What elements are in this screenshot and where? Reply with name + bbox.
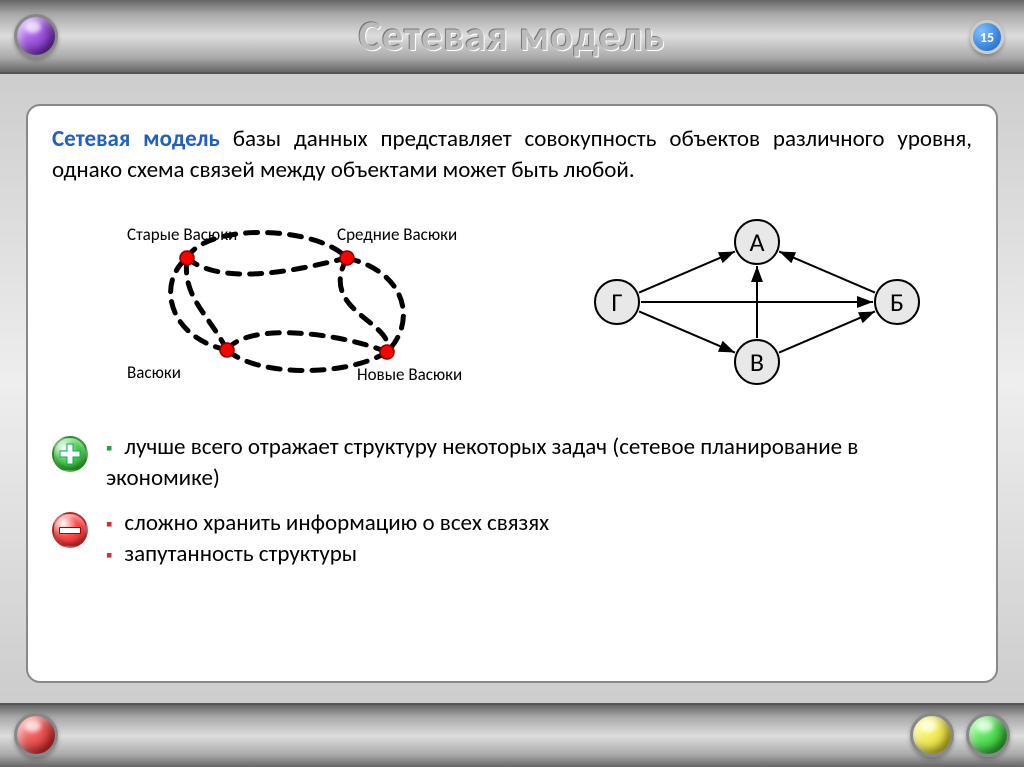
definition-text: Сетевая модель базы данных представляет … xyxy=(52,124,972,186)
map-node xyxy=(180,251,194,265)
content-panel: Сетевая модель базы данных представляет … xyxy=(26,104,998,683)
slide-number-badge: 15 xyxy=(970,20,1004,54)
cons-list: сложно хранить информацию о всех связяхз… xyxy=(106,508,549,570)
graph-node-label: В xyxy=(750,346,764,378)
graph-edge xyxy=(639,252,735,293)
bottom-bar xyxy=(0,703,1024,767)
orb-purple-icon xyxy=(14,14,58,58)
graph-edge xyxy=(779,312,875,353)
map-diagram: Старые Васюки Средние Васюки Новые Васюки В… xyxy=(87,202,507,412)
cons-group: сложно хранить информацию о всех связяхз… xyxy=(52,508,972,570)
graph-diagram: А Б В Г xyxy=(577,202,937,402)
minus-icon xyxy=(52,512,88,548)
bullets-section: лучше всего отражает структуру некоторых… xyxy=(52,432,972,570)
con-item: сложно хранить информацию о всех связях xyxy=(106,508,549,539)
map-node xyxy=(340,251,354,265)
orb-yellow-icon[interactable] xyxy=(910,713,954,757)
map-node-label: Средние Васюки xyxy=(337,224,457,245)
map-node xyxy=(220,343,234,357)
map-node-label: Старые Васюки xyxy=(127,224,237,245)
graph-edge xyxy=(779,252,875,293)
diagrams-row: Старые Васюки Средние Васюки Новые Васюки В… xyxy=(52,202,972,422)
pros-list: лучше всего отражает структуру некоторых… xyxy=(106,432,972,494)
map-node xyxy=(380,345,394,359)
orb-green-icon[interactable] xyxy=(966,713,1010,757)
slide-title: Сетевая модель xyxy=(359,11,665,62)
map-node-label: Новые Васюки xyxy=(357,364,462,385)
graph-node-label: Б xyxy=(890,286,904,318)
title-bar: Сетевая модель 15 xyxy=(0,0,1024,74)
map-node-label: Васюки xyxy=(127,362,181,383)
con-item: запутанность структуры xyxy=(106,539,549,570)
pro-item: лучше всего отражает структуру некоторых… xyxy=(106,432,972,494)
graph-node-label: Г xyxy=(611,286,622,318)
graph-node-label: А xyxy=(749,226,764,258)
plus-icon xyxy=(52,436,88,472)
definition-term: Сетевая модель xyxy=(52,125,220,153)
graph-edge xyxy=(639,312,735,353)
pros-group: лучше всего отражает структуру некоторых… xyxy=(52,432,972,494)
orb-red-icon[interactable] xyxy=(14,713,58,757)
